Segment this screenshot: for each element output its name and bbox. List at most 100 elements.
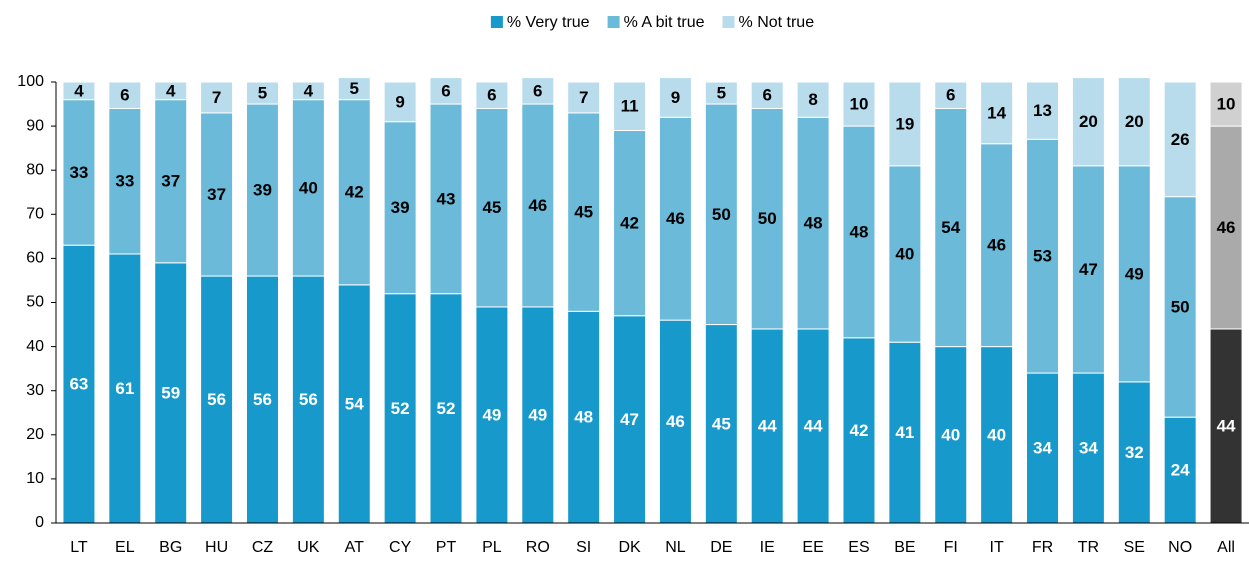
bar-segment <box>337 77 371 101</box>
data-label: 43 <box>437 189 456 208</box>
data-label: 20 <box>1079 112 1098 131</box>
data-label: 4 <box>304 81 314 100</box>
bar-segment <box>842 337 876 524</box>
y-tick-label: 70 <box>26 206 44 223</box>
bar-segment <box>888 81 922 167</box>
x-tick-label: LT <box>70 539 88 556</box>
bar-segment <box>521 306 555 524</box>
bar-segment <box>245 275 279 524</box>
bar-segment <box>521 77 555 105</box>
x-tick-label: BG <box>159 539 182 556</box>
bar-segment <box>108 81 142 109</box>
data-label: 45 <box>712 414 731 433</box>
bar-segment <box>613 130 647 317</box>
bar-segment <box>567 81 601 114</box>
y-tick-label: 30 <box>26 382 44 399</box>
bar-segment <box>1026 138 1060 374</box>
data-label: 42 <box>620 214 639 233</box>
data-label: 26 <box>1171 130 1190 149</box>
data-label: 52 <box>391 399 410 418</box>
data-label: 45 <box>574 203 593 222</box>
y-tick-label: 20 <box>26 426 44 443</box>
y-tick-label: 10 <box>26 470 44 487</box>
bar-segment <box>475 81 509 109</box>
bar-segment <box>658 116 692 321</box>
x-tick-label: DK <box>618 539 641 556</box>
bar-segment <box>613 81 647 132</box>
bar-segment <box>613 315 647 524</box>
data-label: 52 <box>437 399 456 418</box>
x-tick-label: IT <box>990 539 1004 556</box>
x-tick-label: BE <box>894 539 915 556</box>
data-label: 5 <box>717 84 726 103</box>
bar-segment <box>980 346 1014 524</box>
bar-segment <box>1071 372 1105 524</box>
data-label: 33 <box>69 163 88 182</box>
x-tick-label: PL <box>482 539 502 556</box>
bar-segment <box>796 328 830 524</box>
y-tick-label: 100 <box>17 73 44 90</box>
data-label: 56 <box>299 390 318 409</box>
data-label: 41 <box>895 423 914 442</box>
bar-segment <box>934 81 968 109</box>
data-label: 48 <box>574 408 593 427</box>
bar-segment <box>62 244 96 524</box>
data-label: 49 <box>528 405 547 424</box>
data-label: 33 <box>115 172 134 191</box>
data-label: 6 <box>487 86 496 105</box>
bar-segment <box>658 319 692 524</box>
bar-segment <box>475 306 509 524</box>
data-label: 4 <box>166 81 176 100</box>
bar-segment <box>934 346 968 524</box>
legend-label: % Very true <box>507 14 590 31</box>
data-label: 10 <box>1217 95 1236 114</box>
y-tick-label: 90 <box>26 117 44 134</box>
data-label: 61 <box>115 379 134 398</box>
bar-segment <box>1026 81 1060 140</box>
bar-segment <box>1071 165 1105 374</box>
data-label: 59 <box>161 383 180 402</box>
bar-segment <box>750 328 784 524</box>
bar-segment <box>1209 125 1243 330</box>
bar-segment <box>429 293 463 524</box>
y-tick-label: 0 <box>35 514 44 531</box>
data-label: 50 <box>758 209 777 228</box>
x-tick-label: SI <box>576 539 591 556</box>
bar-segment <box>750 107 784 330</box>
bar-segment <box>108 253 142 524</box>
data-label: 6 <box>533 81 542 100</box>
x-tick-label: NO <box>1168 539 1192 556</box>
data-label: 40 <box>895 244 914 263</box>
data-label: 50 <box>1171 297 1190 316</box>
legend-swatch <box>607 16 620 28</box>
x-tick-label: EL <box>115 539 135 556</box>
bar-segment <box>108 107 142 255</box>
data-label: 6 <box>441 81 450 100</box>
data-label: 54 <box>941 218 960 237</box>
data-label: 20 <box>1125 112 1144 131</box>
data-label: 6 <box>120 86 129 105</box>
x-tick-label: EE <box>802 539 823 556</box>
x-tick-label: AT <box>345 539 364 556</box>
data-label: 48 <box>804 214 823 233</box>
x-tick-label: All <box>1217 539 1235 556</box>
legend-label: % A bit true <box>624 14 705 31</box>
data-label: 40 <box>941 425 960 444</box>
data-label: 39 <box>391 198 410 217</box>
bar-segment <box>1209 81 1243 127</box>
bar-segment <box>888 165 922 343</box>
bar-segment <box>475 107 509 308</box>
data-label: 34 <box>1079 439 1098 458</box>
data-label: 24 <box>1171 461 1190 480</box>
data-label: 10 <box>850 95 869 114</box>
data-label: 63 <box>69 375 88 394</box>
data-label: 40 <box>987 425 1006 444</box>
bar-segment <box>1071 77 1105 167</box>
data-label: 37 <box>207 185 226 204</box>
bar-segment <box>796 116 830 330</box>
data-label: 34 <box>1033 439 1052 458</box>
bar-segment <box>429 103 463 295</box>
bar-segment <box>383 81 417 123</box>
data-label: 7 <box>212 88 221 107</box>
